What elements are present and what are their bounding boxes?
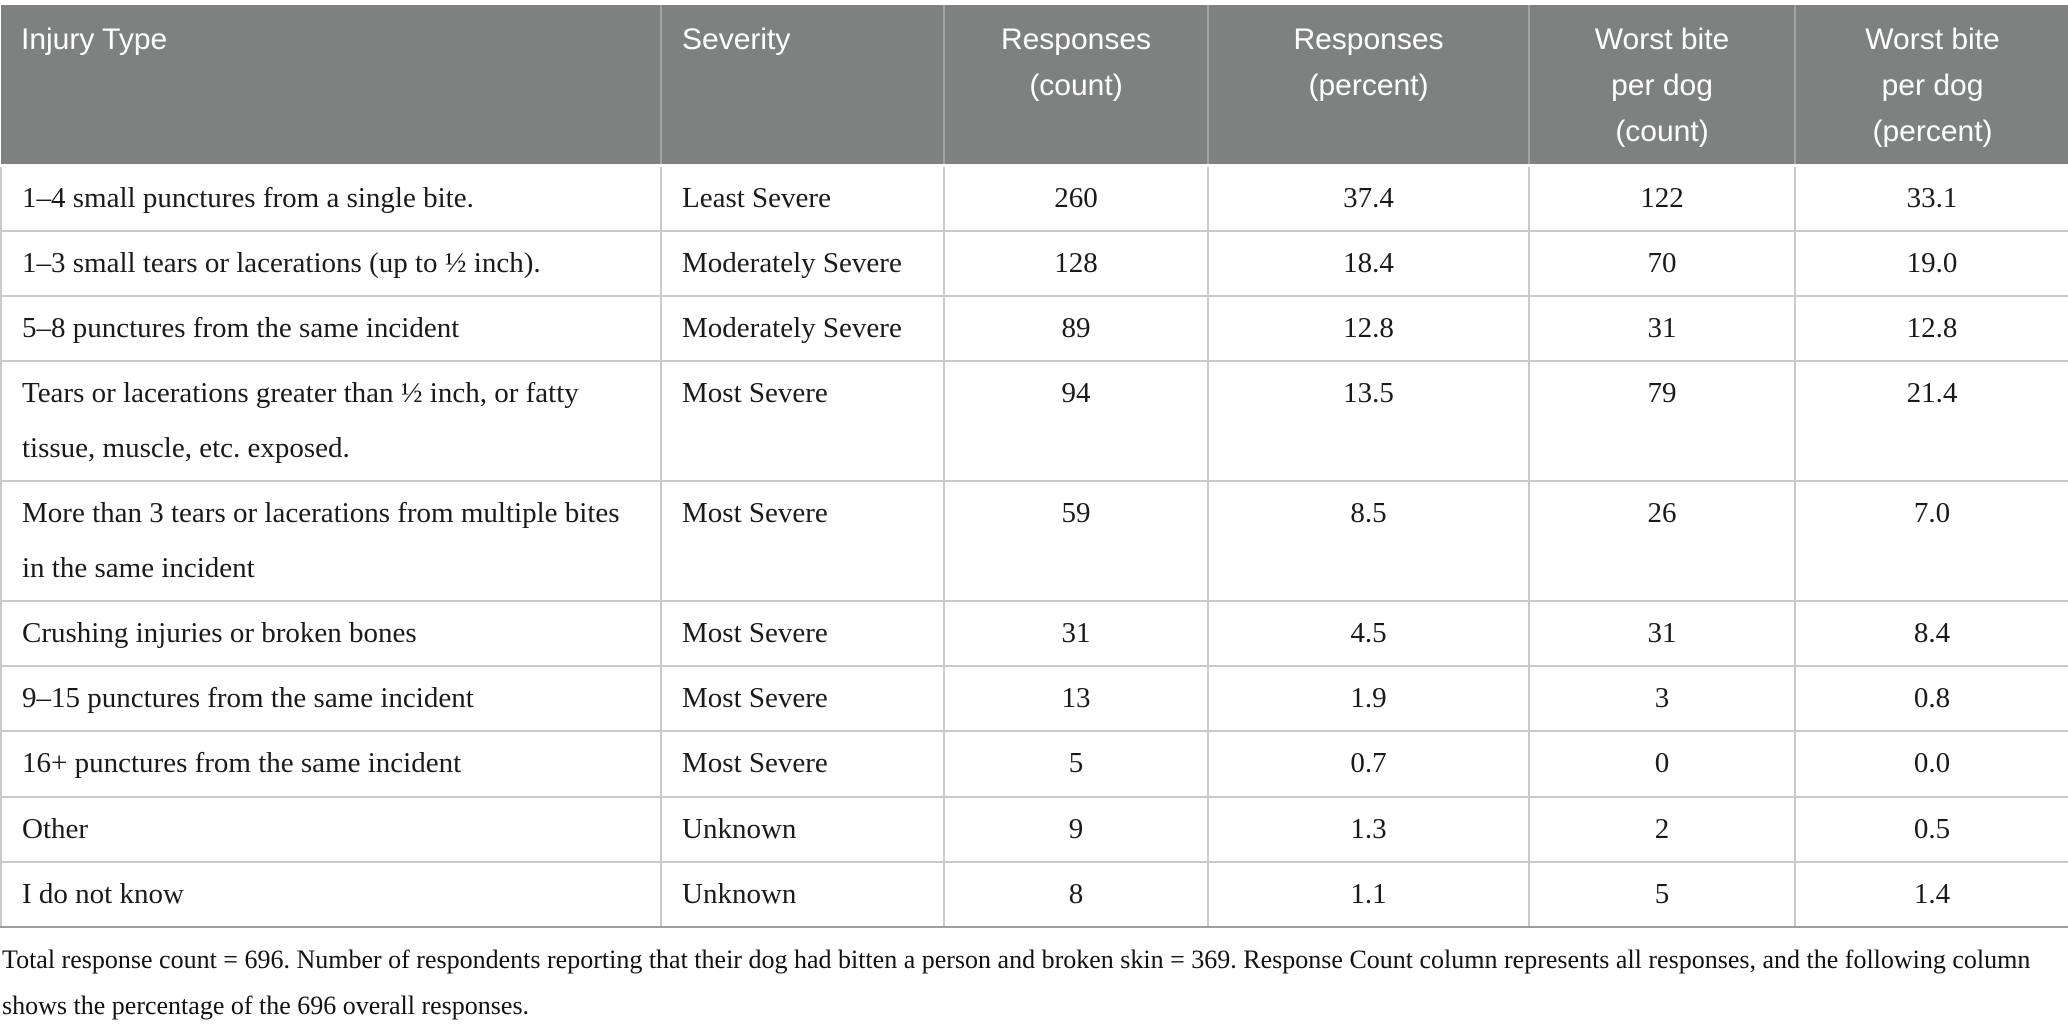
column-header-responses-percent: Responses (percent) — [1208, 5, 1530, 167]
cell-responses-count: 128 — [943, 229, 1209, 297]
injury-table: Injury Type Severity Responses (count) R… — [0, 5, 2068, 928]
cell-injury-type: Tears or lacerations greater than ½ inch… — [0, 359, 662, 483]
cell-worst-bite-count: 5 — [1528, 860, 1796, 928]
cell-responses-percent: 13.5 — [1207, 359, 1530, 483]
cell-worst-bite-percent: 0.8 — [1794, 665, 2068, 733]
cell-responses-percent: 1.9 — [1207, 665, 1530, 733]
cell-responses-count: 94 — [943, 359, 1209, 483]
cell-responses-count: 260 — [943, 164, 1209, 232]
table-row: 5–8 punctures from the same incident Mod… — [0, 294, 2068, 362]
cell-injury-type: Crushing injuries or broken bones — [0, 600, 662, 668]
column-header-worst-bite-count: Worst bite per dog (count) — [1529, 5, 1796, 167]
cell-injury-type: More than 3 tears or lacerations from mu… — [0, 480, 662, 603]
cell-responses-count: 31 — [943, 600, 1209, 668]
cell-responses-percent: 12.8 — [1207, 294, 1530, 362]
cell-responses-count: 8 — [943, 860, 1209, 928]
column-header-severity: Severity — [661, 5, 945, 167]
cell-injury-type: 16+ punctures from the same incident — [0, 730, 662, 798]
table-header-row: Injury Type Severity Responses (count) R… — [1, 5, 2068, 167]
cell-severity: Moderately Severe — [660, 229, 945, 297]
cell-responses-count: 5 — [943, 730, 1209, 798]
column-header-responses-count: Responses (count) — [944, 5, 1209, 167]
cell-worst-bite-percent: 12.8 — [1794, 294, 2068, 362]
cell-responses-count: 13 — [943, 665, 1209, 733]
cell-injury-type: Other — [0, 795, 662, 863]
cell-responses-count: 59 — [943, 480, 1209, 603]
table-row: I do not know Unknown 8 1.1 5 1.4 — [0, 860, 2068, 928]
cell-worst-bite-count: 31 — [1528, 600, 1796, 668]
cell-responses-percent: 1.3 — [1207, 795, 1530, 863]
cell-worst-bite-percent: 1.4 — [1794, 860, 2068, 928]
column-header-worst-bite-percent: Worst bite per dog (percent) — [1795, 5, 2068, 167]
cell-responses-percent: 1.1 — [1207, 860, 1530, 928]
cell-severity: Most Severe — [660, 480, 945, 603]
cell-worst-bite-percent: 21.4 — [1794, 359, 2068, 483]
cell-severity: Unknown — [660, 860, 945, 928]
cell-responses-percent: 0.7 — [1207, 730, 1530, 798]
cell-injury-type: 5–8 punctures from the same incident — [0, 294, 662, 362]
cell-worst-bite-count: 31 — [1528, 294, 1796, 362]
cell-responses-count: 89 — [943, 294, 1209, 362]
cell-injury-type: 1–4 small punctures from a single bite. — [0, 164, 662, 232]
cell-worst-bite-percent: 7.0 — [1794, 480, 2068, 603]
column-header-injury-type: Injury Type — [1, 5, 662, 167]
cell-responses-percent: 8.5 — [1207, 480, 1530, 603]
cell-worst-bite-count: 0 — [1528, 730, 1796, 798]
cell-worst-bite-count: 70 — [1528, 229, 1796, 297]
table-row: 1–3 small tears or lacerations (up to ½ … — [0, 229, 2068, 297]
table-row: 1–4 small punctures from a single bite. … — [0, 164, 2068, 232]
table-row: 16+ punctures from the same incident Mos… — [0, 730, 2068, 798]
cell-worst-bite-count: 122 — [1528, 164, 1796, 232]
cell-worst-bite-count: 3 — [1528, 665, 1796, 733]
cell-worst-bite-percent: 33.1 — [1794, 164, 2068, 232]
cell-severity: Moderately Severe — [660, 294, 945, 362]
cell-worst-bite-count: 79 — [1528, 359, 1796, 483]
table-row: Crushing injuries or broken bones Most S… — [0, 600, 2068, 668]
cell-worst-bite-count: 26 — [1528, 480, 1796, 603]
table-row: Tears or lacerations greater than ½ inch… — [0, 359, 2068, 483]
cell-responses-percent: 4.5 — [1207, 600, 1530, 668]
cell-injury-type: I do not know — [0, 860, 662, 928]
cell-worst-bite-percent: 0.5 — [1794, 795, 2068, 863]
cell-severity: Most Severe — [660, 359, 945, 483]
cell-severity: Unknown — [660, 795, 945, 863]
cell-worst-bite-percent: 0.0 — [1794, 730, 2068, 798]
cell-severity: Least Severe — [660, 164, 945, 232]
cell-severity: Most Severe — [660, 600, 945, 668]
cell-responses-percent: 18.4 — [1207, 229, 1530, 297]
cell-responses-percent: 37.4 — [1207, 164, 1530, 232]
table-row: Other Unknown 9 1.3 2 0.5 — [0, 795, 2068, 863]
cell-severity: Most Severe — [660, 665, 945, 733]
cell-injury-type: 1–3 small tears or lacerations (up to ½ … — [0, 229, 662, 297]
cell-worst-bite-percent: 8.4 — [1794, 600, 2068, 668]
table-footnote: Total response count = 696. Number of re… — [2, 944, 2031, 1021]
cell-responses-count: 9 — [943, 795, 1209, 863]
cell-severity: Most Severe — [660, 730, 945, 798]
table-row: 9–15 punctures from the same incident Mo… — [0, 665, 2068, 733]
table-row: More than 3 tears or lacerations from mu… — [0, 480, 2068, 603]
cell-worst-bite-percent: 19.0 — [1794, 229, 2068, 297]
cell-worst-bite-count: 2 — [1528, 795, 1796, 863]
cell-injury-type: 9–15 punctures from the same incident — [0, 665, 662, 733]
